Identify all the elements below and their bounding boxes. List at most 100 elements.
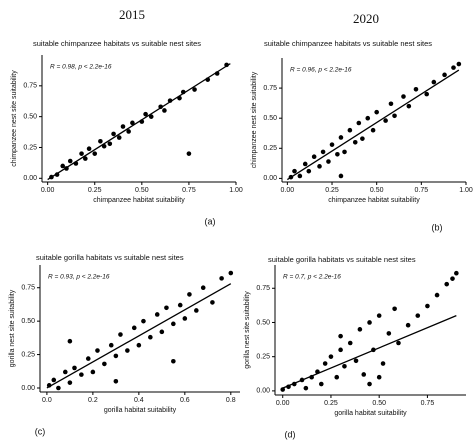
y-axis-label: chimpanzee nest site suitability bbox=[251, 71, 258, 168]
annotation: R = 0.96, p < 2.2e-16 bbox=[290, 67, 352, 74]
x-tick-label: 0.75 bbox=[182, 187, 196, 194]
x-tick-label: 0.25 bbox=[324, 400, 338, 407]
point bbox=[148, 334, 153, 340]
chart-title: suitable gorilla habitats vs suitable ne… bbox=[268, 255, 416, 264]
point bbox=[320, 149, 326, 155]
x-tick-label: 1.00 bbox=[459, 187, 473, 194]
point bbox=[347, 127, 353, 133]
point bbox=[154, 312, 160, 317]
point bbox=[72, 365, 77, 371]
x-axis-label: chimpanzee habitat suitability bbox=[93, 197, 185, 204]
point bbox=[164, 305, 169, 311]
point bbox=[353, 358, 359, 364]
point bbox=[454, 270, 459, 276]
point bbox=[406, 103, 412, 109]
x-axis-label: gorilla habitat suitability bbox=[104, 407, 177, 414]
point bbox=[456, 61, 462, 67]
point bbox=[356, 120, 362, 126]
point bbox=[415, 313, 421, 318]
point bbox=[424, 91, 429, 97]
y-axis-label: gorilla nest site suitability bbox=[244, 291, 251, 369]
y-tick-label: 0.25 bbox=[23, 144, 37, 151]
point bbox=[442, 72, 447, 78]
point bbox=[347, 340, 353, 346]
point bbox=[392, 113, 397, 119]
point bbox=[401, 94, 406, 99]
point bbox=[102, 361, 107, 367]
y-tick-label: 0.25 bbox=[256, 354, 270, 361]
x-tick-label: 1.00 bbox=[229, 187, 243, 194]
x-tick-label: 0.00 bbox=[281, 187, 295, 194]
point bbox=[200, 285, 206, 291]
y-tick-label: 0.00 bbox=[256, 388, 270, 395]
point bbox=[67, 338, 73, 344]
y-tick-label: 0.00 bbox=[21, 385, 35, 392]
point bbox=[86, 146, 92, 152]
point bbox=[338, 173, 344, 179]
point bbox=[431, 79, 437, 85]
point bbox=[380, 361, 386, 366]
point bbox=[365, 115, 371, 121]
x-tick-label: 0.50 bbox=[370, 187, 384, 194]
point bbox=[219, 276, 224, 281]
point bbox=[388, 101, 394, 107]
y-tick-label: 0.50 bbox=[21, 318, 35, 325]
point bbox=[90, 369, 96, 375]
x-tick-label: 0.00 bbox=[41, 187, 55, 194]
x-tick-label: 0.2 bbox=[88, 397, 98, 404]
point bbox=[162, 108, 167, 113]
y-tick-label: 0.50 bbox=[23, 113, 37, 120]
point bbox=[396, 340, 401, 346]
x-tick-label: 0.25 bbox=[88, 187, 102, 194]
x-tick-label: 0.6 bbox=[180, 397, 190, 404]
annotation: R = 0.93, p < 2.2e-16 bbox=[48, 274, 110, 281]
y-axis-label: gorilla nest site suitability bbox=[9, 289, 16, 367]
x-tick-label: 0.75 bbox=[415, 187, 429, 194]
chart-title: suitable gorilla habitats vs suitable ne… bbox=[36, 253, 184, 262]
point bbox=[116, 135, 122, 140]
annotation: R = 0.98, p < 2.2e-16 bbox=[50, 64, 112, 71]
y-axis-label: chimpanzee nest site suitability bbox=[11, 70, 18, 167]
y-tick-label: 0.25 bbox=[21, 351, 35, 358]
point bbox=[143, 111, 148, 117]
point bbox=[92, 151, 98, 156]
point bbox=[450, 276, 455, 281]
point bbox=[182, 316, 188, 321]
year-label: 2020 bbox=[353, 11, 379, 26]
point bbox=[113, 353, 119, 359]
point bbox=[367, 381, 372, 387]
point bbox=[338, 347, 343, 353]
point bbox=[292, 168, 297, 174]
point bbox=[329, 142, 335, 147]
point bbox=[334, 374, 340, 380]
point bbox=[85, 356, 91, 361]
point bbox=[360, 136, 365, 141]
point bbox=[311, 154, 317, 160]
point bbox=[177, 302, 183, 308]
panel-label: (c) bbox=[35, 426, 46, 436]
point bbox=[60, 163, 66, 169]
x-tick-label: 0.50 bbox=[135, 187, 149, 194]
y-tick-label: 0.00 bbox=[263, 175, 277, 182]
chart-title: suitable chimpanzee habitats vs suitable… bbox=[264, 39, 432, 48]
y-tick-label: 0.25 bbox=[263, 145, 277, 152]
x-axis-label: gorilla habitat suitability bbox=[334, 410, 407, 417]
point bbox=[338, 135, 344, 140]
x-tick-label: 0.25 bbox=[325, 187, 339, 194]
x-axis-label: chimpanzee habitat suitability bbox=[328, 197, 420, 204]
point bbox=[51, 377, 57, 383]
point bbox=[361, 372, 367, 377]
point bbox=[62, 369, 68, 375]
point bbox=[120, 124, 126, 129]
point bbox=[306, 168, 312, 174]
point bbox=[434, 292, 440, 298]
point bbox=[171, 358, 176, 364]
point bbox=[386, 331, 392, 336]
point bbox=[79, 372, 84, 377]
point bbox=[56, 385, 61, 391]
point bbox=[79, 151, 84, 156]
point bbox=[370, 127, 376, 133]
x-tick-label: 0.50 bbox=[372, 400, 386, 407]
